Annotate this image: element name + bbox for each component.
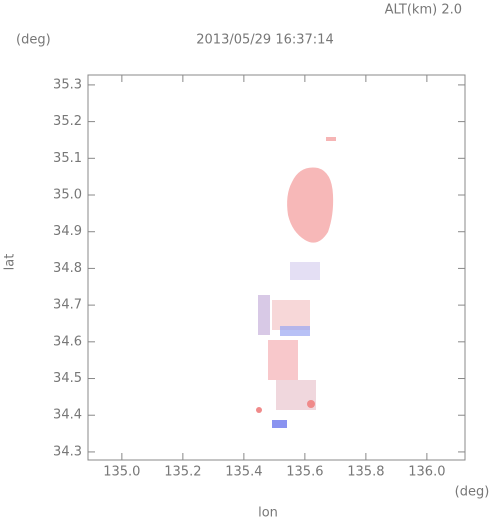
echo-regions — [256, 137, 336, 428]
echo-region — [326, 137, 336, 141]
y-tick-label: 34.5 — [53, 371, 82, 386]
chart-title: 2013/05/29 16:37:14 — [196, 33, 333, 48]
y-tick-label: 35.3 — [53, 77, 82, 92]
y-tick-label: 34.7 — [53, 298, 82, 313]
echo-region — [287, 167, 334, 243]
echo-region — [290, 262, 320, 280]
plot-frame — [87, 74, 466, 461]
x-tick-label: 135.4 — [225, 465, 262, 480]
echo-region — [280, 326, 310, 336]
y-tick-label: 34.4 — [53, 408, 82, 423]
x-tick-label: 135.8 — [347, 465, 384, 480]
echo-region — [268, 340, 298, 380]
x-axis-label: lon — [258, 506, 278, 521]
y-axis-label: lat — [3, 254, 18, 271]
x-tick-label: 135.0 — [103, 465, 140, 480]
x-unit: (deg) — [455, 485, 490, 500]
echo-region — [256, 407, 262, 413]
y-tick-label: 34.3 — [53, 444, 82, 459]
echo-region — [258, 295, 270, 335]
echo-region — [307, 400, 315, 408]
x-tick-label: 136.0 — [408, 465, 445, 480]
y-tick-label: 34.6 — [53, 334, 82, 349]
echo-region — [272, 300, 310, 330]
y-tick-label: 35.1 — [53, 151, 82, 166]
y-tick-label: 34.8 — [53, 261, 82, 276]
y-tick-label: 35.0 — [53, 188, 82, 203]
y-unit: (deg) — [16, 33, 51, 48]
echo-region — [272, 420, 287, 428]
x-tick-label: 135.2 — [164, 465, 201, 480]
altitude-label: ALT(km) 2.0 — [385, 3, 462, 18]
y-tick-label: 35.2 — [53, 114, 82, 129]
y-tick-label: 34.9 — [53, 224, 82, 239]
x-tick-label: 135.6 — [286, 465, 323, 480]
